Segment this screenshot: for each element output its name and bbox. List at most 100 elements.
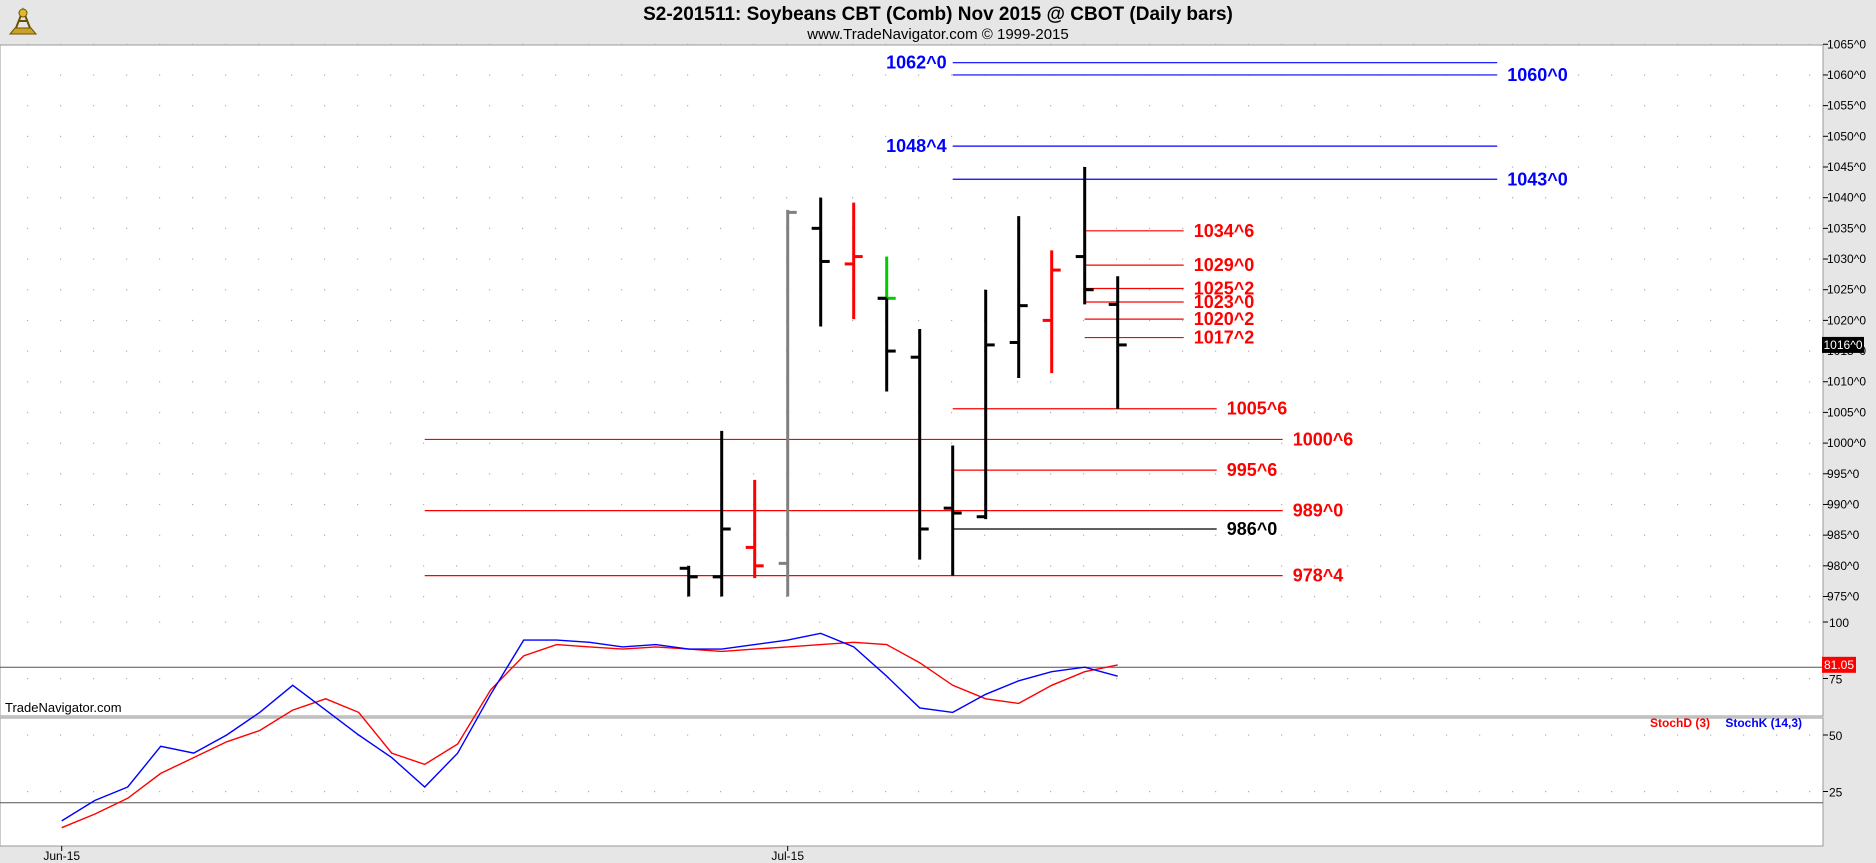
grid-dot — [1215, 43, 1217, 45]
grid-dot — [60, 319, 62, 322]
grid-dot — [1578, 596, 1580, 598]
grid-dot — [1611, 105, 1613, 107]
grid-dot — [1017, 534, 1019, 536]
grid-dot — [885, 43, 887, 45]
grid-dot — [1347, 350, 1349, 352]
grid-dot — [1446, 442, 1448, 444]
grid-dot — [654, 105, 656, 107]
grid-dot — [1149, 135, 1151, 137]
grid-dot — [654, 166, 656, 168]
grid-dot — [192, 350, 194, 352]
grid-dot — [720, 350, 722, 352]
grid-dot — [522, 166, 524, 168]
grid-dot — [1215, 197, 1217, 199]
grid-dot — [258, 596, 260, 598]
grid-dot — [60, 289, 62, 291]
grid-dot — [1314, 473, 1316, 475]
grid-dot — [1743, 74, 1745, 76]
grid-dot — [126, 227, 128, 230]
grid-dot — [390, 289, 392, 291]
grid-dot — [621, 319, 623, 322]
grid-dot — [291, 197, 293, 199]
grid-dot — [291, 350, 293, 352]
grid-dot — [357, 105, 359, 107]
grid-dot — [1083, 678, 1085, 680]
grid-dot — [1116, 258, 1118, 260]
grid-dot — [324, 534, 326, 536]
grid-dot — [1644, 289, 1646, 291]
grid-dot — [753, 678, 755, 680]
grid-dot — [423, 442, 425, 444]
grid-dot — [720, 197, 722, 199]
grid-dot — [720, 289, 722, 291]
grid-dot — [192, 197, 194, 199]
grid-dot — [489, 534, 491, 536]
grid-dot — [192, 596, 194, 598]
grid-dot — [1776, 473, 1778, 475]
grid-dot — [588, 381, 590, 383]
grid-dot — [1215, 503, 1217, 506]
grid-dot — [819, 442, 821, 444]
grid-dot — [1512, 166, 1514, 168]
grid-dot — [918, 565, 920, 567]
grid-dot — [1050, 473, 1052, 475]
grid-dot — [1380, 621, 1382, 623]
grid-dot — [93, 411, 95, 414]
grid-dot — [1116, 678, 1118, 680]
grid-dot — [1710, 105, 1712, 107]
grid-dot — [1182, 227, 1184, 230]
grid-dot — [1314, 621, 1316, 623]
grid-dot — [1050, 678, 1052, 680]
grid-dot — [1809, 135, 1811, 137]
grid-dot — [1545, 791, 1547, 793]
grid-dot — [1677, 350, 1679, 352]
grid-dot — [1182, 43, 1184, 45]
grid-dot — [1413, 350, 1415, 352]
grid-dot — [687, 350, 689, 352]
grid-dot — [1083, 319, 1085, 322]
grid-dot — [1578, 135, 1580, 137]
grid-dot — [1149, 791, 1151, 793]
grid-dot — [621, 258, 623, 260]
grid-dot — [1083, 791, 1085, 793]
grid-dot — [918, 135, 920, 137]
grid-dot — [555, 166, 557, 168]
grid-dot — [1149, 565, 1151, 567]
grid-dot — [192, 381, 194, 383]
grid-dot — [819, 74, 821, 76]
grid-dot — [1479, 350, 1481, 352]
grid-dot — [1314, 166, 1316, 168]
grid-dot — [951, 596, 953, 598]
grid-dot — [423, 565, 425, 567]
stochastic-last-box — [1822, 656, 1856, 673]
grid-dot — [1446, 166, 1448, 168]
grid-dot — [720, 678, 722, 680]
grid-dot — [753, 166, 755, 168]
grid-dot — [159, 197, 161, 199]
grid-dot — [27, 621, 29, 623]
grid-dot — [1116, 105, 1118, 107]
grid-dot — [1413, 565, 1415, 567]
grid-dot — [192, 289, 194, 291]
grid-dot — [291, 442, 293, 444]
grid-dot — [753, 791, 755, 793]
grid-dot — [1776, 74, 1778, 76]
grid-dot — [687, 473, 689, 475]
grid-dot — [786, 197, 788, 199]
grid-dot — [1413, 734, 1415, 736]
grid-dot — [1182, 734, 1184, 736]
grid-dot — [753, 411, 755, 414]
grid-dot — [951, 74, 953, 76]
grid-dot — [1149, 534, 1151, 536]
grid-dot — [1182, 197, 1184, 199]
grid-dot — [1017, 43, 1019, 45]
price-tick-label: 1065^0 — [1827, 37, 1866, 51]
grid-dot — [1809, 381, 1811, 383]
grid-dot — [1479, 43, 1481, 45]
grid-dot — [1149, 43, 1151, 45]
grid-dot — [1512, 319, 1514, 322]
grid-dot — [1182, 473, 1184, 475]
grid-dot — [159, 350, 161, 352]
grid-dot — [1809, 105, 1811, 107]
grid-dot — [1479, 621, 1481, 623]
